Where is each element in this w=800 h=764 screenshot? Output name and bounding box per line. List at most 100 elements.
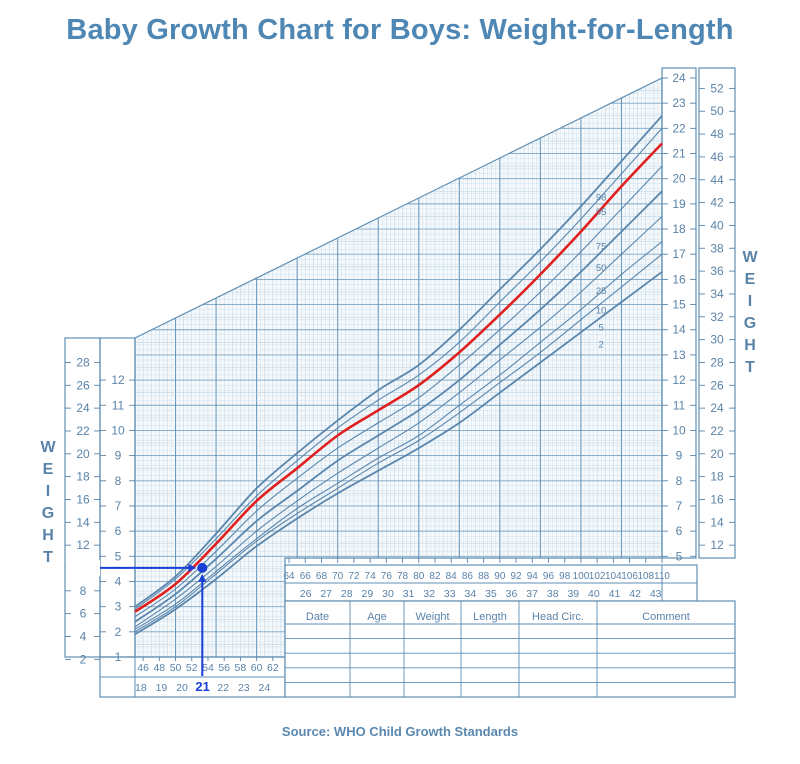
tick-label-in-lower: 23 [238,682,250,694]
tick-label-in-upper: 31 [403,588,415,600]
percentile-curve-95 [134,127,663,610]
percentile-curve-98 [134,115,663,608]
tick-label-in-lower: 18 [135,682,147,694]
weight-letter-right: E [745,271,756,288]
tick-label-kg-left: 3 [115,600,122,614]
tick-label-in-lower: 20 [176,682,188,694]
weight-arrow-head [188,563,197,572]
tick-label-cm-upper: 100 [573,571,590,582]
tick-label-lb-left: 20 [76,447,90,461]
weight-letter-left: G [42,505,54,522]
tick-label-cm-upper: 78 [397,571,409,582]
record-table-border [284,600,736,698]
record-table-header: Length [473,611,507,623]
tick-label-lb-left: 8 [80,584,87,598]
tick-label-cm-upper: 74 [365,571,377,582]
right-lb-column [698,67,736,559]
tick-label-kg-right: 7 [676,499,683,513]
tick-label-in-upper: 29 [362,588,374,600]
weight-letter-right: H [744,337,756,354]
record-table-header: Date [306,611,329,623]
percentile-curve-75 [134,165,663,618]
tick-label-lb-left: 6 [80,607,87,621]
tick-label-in-upper: 39 [567,588,579,600]
tick-label-kg-left: 11 [112,398,125,412]
percentile-curve-50 [134,190,663,623]
tick-label-kg-left: 7 [115,499,122,513]
tick-label-in-lower: 24 [259,682,271,694]
tick-label-kg-right: 19 [672,197,686,211]
tick-label-cm-upper: 70 [332,571,344,582]
record-table-header: Comment [642,611,690,623]
tick-label-lb-right: 30 [710,333,724,347]
tick-label-kg-left: 12 [111,373,125,387]
percentile-label-5: 5 [599,323,604,334]
tick-label-kg-right: 8 [676,474,683,488]
measurement-point [197,562,208,573]
tick-label-cm-upper: 90 [494,571,506,582]
percentile-label-95: 95 [596,207,607,218]
tick-label-lb-right: 50 [710,104,724,118]
weight-letter-right: W [742,249,758,266]
tick-label-cm-upper: 96 [543,571,555,582]
tick-label-kg-right: 15 [672,298,686,312]
tick-label-cm-lower: 50 [170,662,182,674]
tick-label-lb-left: 4 [80,629,87,643]
tick-label-in-upper: 32 [423,588,435,600]
percentile-curve-5 [134,253,663,633]
percentile-curve-90 [134,142,663,613]
tick-label-in-upper: 35 [485,588,497,600]
tick-label-kg-right: 5 [676,549,683,563]
tick-label-in-upper: 42 [629,588,641,600]
record-table-header: Weight [415,611,449,623]
tick-label-lb-right: 22 [710,424,724,438]
tick-label-kg-right: 21 [672,147,686,161]
tick-label-cm-upper: 68 [316,571,328,582]
record-table-header: Age [367,611,387,623]
tick-label-in-upper: 36 [506,588,518,600]
weight-marker-bg [66,559,100,576]
percentile-label-50: 50 [596,263,607,274]
tick-label-cm-upper: 86 [462,571,474,582]
tick-label-lb-left: 28 [76,355,90,369]
percentile-label-2: 2 [599,339,604,350]
weight-letter-right: T [745,359,755,376]
tick-label-in-upper: 41 [609,588,621,600]
tick-label-cm-lower: 56 [218,662,230,674]
record-table: Date Age Weight Length Head Circ. Comment [284,600,736,698]
tick-label-in-upper: 27 [320,588,332,600]
tick-label-cm-upper: 82 [429,571,441,582]
tick-label-lb-right: 16 [710,492,724,506]
measurement-markers [66,559,208,676]
tick-label-kg-right: 9 [676,449,683,463]
tick-label-kg-left: 2 [115,625,122,639]
tick-label-kg-right: 12 [672,373,686,387]
tick-label-cm-upper: 88 [478,571,490,582]
tick-label-lb-right: 38 [710,241,724,255]
axis-ticks: 1234567891011122468101214161820222426285… [40,71,758,694]
weight-letter-left: I [46,483,50,500]
tick-label-cm-upper: 64 [283,571,295,582]
tick-label-lb-left: 22 [76,424,90,438]
tick-label-kg-left: 5 [115,549,122,563]
chart-title: Baby Growth Chart for Boys: Weight-for-L… [66,14,734,46]
percentile-label-25: 25 [596,286,607,297]
tick-label-cm-upper: 108 [637,571,654,582]
tick-label-lb-left: 2 [80,652,87,666]
tick-label-in-upper: 28 [341,588,353,600]
tick-label-in-upper: 43 [650,588,662,600]
tick-label-lb-left: 26 [76,378,90,392]
tick-label-kg-right: 17 [672,247,686,261]
tick-label-lb-right: 40 [710,218,724,232]
tick-label-lb-right: 44 [710,173,724,187]
weight-letter-right: I [748,293,752,310]
percentile-label-75: 75 [596,242,607,253]
percentile-curve-25 [134,216,663,628]
tick-label-in-upper: 34 [464,588,476,600]
tick-label-lb-right: 26 [710,378,724,392]
percentile-curve-2 [134,271,663,636]
tick-label-in-upper: 26 [300,588,312,600]
right-kg-column [661,67,697,559]
tick-label-lb-right: 48 [710,127,724,141]
